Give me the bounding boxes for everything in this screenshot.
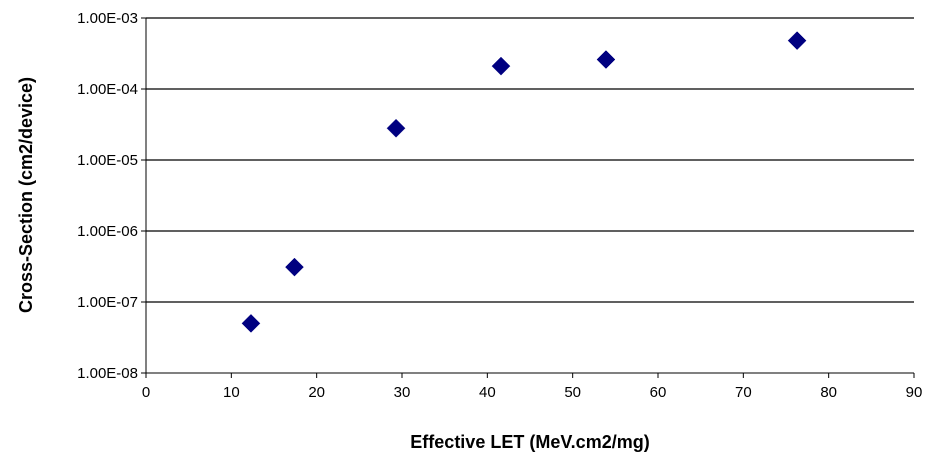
x-tick-label: 60 — [650, 384, 667, 401]
y-tick-label: 1.00E-07 — [77, 294, 138, 311]
data-point — [241, 314, 261, 333]
y-axis-title: Cross-Section (cm2/device) — [16, 77, 36, 313]
x-tick-label: 90 — [906, 384, 923, 401]
data-point — [386, 118, 406, 138]
data-point — [285, 257, 304, 277]
x-tick-label: 30 — [394, 384, 411, 401]
axes — [141, 17, 915, 378]
y-tick-label: 1.00E-03 — [77, 10, 138, 27]
x-tick-label: 0 — [142, 384, 150, 401]
x-tick-label: 40 — [479, 384, 496, 401]
y-tick-label: 1.00E-06 — [77, 223, 138, 240]
x-tick-label: 20 — [308, 384, 325, 401]
data-point — [491, 56, 511, 76]
x-tick-label: 10 — [223, 384, 240, 401]
data-point — [787, 31, 807, 50]
data-points — [241, 31, 807, 333]
x-tick-label: 70 — [735, 384, 752, 401]
x-tick-label: 80 — [820, 384, 837, 401]
y-tick-label: 1.00E-04 — [77, 81, 138, 98]
data-point — [596, 50, 616, 69]
y-tick-label: 1.00E-05 — [77, 152, 138, 169]
x-tick-label: 50 — [564, 384, 581, 401]
y-tick-label: 1.00E-08 — [77, 365, 138, 382]
x-axis-title: Effective LET (MeV.cm2/mg) — [410, 432, 649, 452]
tick-labels: 1.00E-08 1.00E-07 1.00E-06 1.00E-05 1.00E-04… — [77, 10, 922, 401]
gridlines — [146, 17, 914, 303]
